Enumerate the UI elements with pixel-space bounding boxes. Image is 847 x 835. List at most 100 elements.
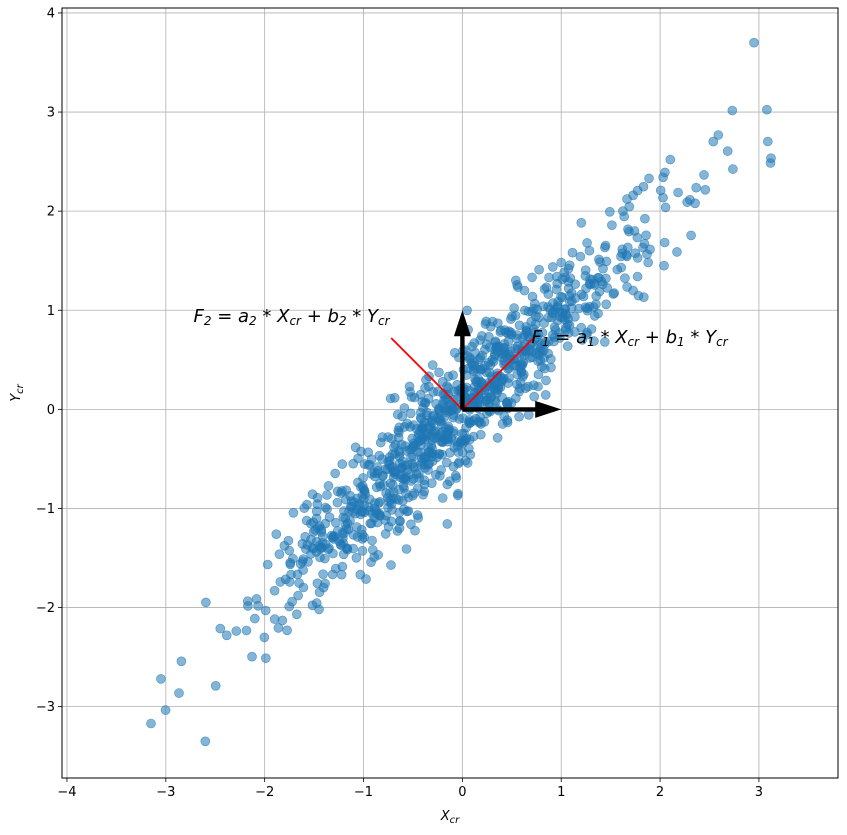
data-point <box>523 409 534 420</box>
data-point <box>427 456 438 466</box>
data-point <box>545 354 556 364</box>
data-point <box>365 518 376 529</box>
data-point <box>394 523 405 534</box>
data-point <box>673 187 683 198</box>
data-point <box>383 432 393 442</box>
data-point <box>174 688 184 698</box>
data-point <box>416 447 426 458</box>
data-point <box>200 736 211 747</box>
x-tick-label: 0 <box>458 785 466 800</box>
data-point <box>582 238 592 248</box>
data-point <box>492 432 503 443</box>
data-point <box>424 446 435 457</box>
data-point <box>555 312 566 322</box>
data-point <box>658 192 668 203</box>
data-point <box>713 130 724 140</box>
data-point <box>215 623 226 634</box>
data-point <box>659 237 670 248</box>
data-point <box>355 569 366 580</box>
data-point <box>400 472 411 482</box>
y-axis-label: Ycr <box>9 383 26 401</box>
data-point <box>600 242 610 253</box>
data-point <box>417 423 428 434</box>
annotation-f2: F2 = a2 * Xcr + b2 * Ycr <box>193 306 390 328</box>
data-point <box>241 625 252 636</box>
data-point <box>521 325 532 336</box>
data-point <box>419 475 430 486</box>
data-point <box>565 273 576 284</box>
data-point <box>601 256 612 267</box>
data-point <box>319 553 330 564</box>
data-point <box>260 605 271 616</box>
data-point <box>322 504 332 514</box>
data-point <box>288 507 299 518</box>
data-point <box>570 311 580 322</box>
data-point <box>762 104 772 115</box>
pc-line <box>390 337 463 410</box>
data-point <box>441 407 451 418</box>
y-tick-label: 0 <box>47 403 55 418</box>
data-point <box>292 569 303 580</box>
data-point <box>575 251 586 262</box>
data-point <box>332 486 343 497</box>
x-tick-label: 3 <box>755 785 763 800</box>
data-point <box>699 170 709 180</box>
data-point <box>413 513 424 523</box>
data-point <box>640 213 650 224</box>
data-point <box>510 310 521 321</box>
data-point <box>317 531 328 542</box>
data-point <box>441 457 452 468</box>
data-point <box>271 529 282 540</box>
data-point <box>468 431 479 442</box>
data-point <box>722 146 733 156</box>
data-point <box>503 336 514 347</box>
data-point <box>318 582 329 593</box>
data-point <box>282 625 292 636</box>
data-point <box>665 154 676 165</box>
data-point <box>564 260 575 271</box>
data-point <box>350 442 361 453</box>
data-point <box>616 262 627 273</box>
data-point <box>160 705 171 715</box>
data-point <box>357 545 368 556</box>
data-point <box>477 350 487 361</box>
data-point <box>602 282 612 293</box>
x-tick-label: −4 <box>57 785 76 800</box>
data-point <box>497 352 507 363</box>
data-point <box>574 303 584 314</box>
axis-ticks: −4 −3 −2 −1 0 1 2 3 −3 −2 −1 0 1 2 3 4 <box>36 6 763 800</box>
data-point <box>638 292 649 303</box>
data-point <box>485 321 496 332</box>
data-point <box>437 493 448 503</box>
data-point <box>618 206 628 216</box>
data-point <box>443 371 454 382</box>
data-point <box>320 518 331 529</box>
data-point <box>604 207 615 217</box>
data-point <box>360 489 370 500</box>
data-point <box>371 506 382 517</box>
data-point <box>291 609 302 620</box>
vector-arrow <box>462 400 562 418</box>
data-point <box>428 411 439 422</box>
data-point <box>584 301 595 312</box>
data-point <box>350 508 361 519</box>
data-point <box>477 331 487 341</box>
data-point <box>492 370 503 381</box>
data-point <box>401 544 412 554</box>
data-point <box>366 557 376 568</box>
data-point <box>322 490 332 500</box>
data-point <box>366 454 377 465</box>
data-point <box>341 485 351 496</box>
x-axis-label: Xcr <box>440 809 460 826</box>
data-point <box>386 495 396 506</box>
data-point <box>510 393 521 404</box>
data-point <box>514 411 524 422</box>
data-point <box>419 486 430 497</box>
data-point <box>638 242 648 253</box>
data-point <box>616 251 626 262</box>
y-tick-label: −3 <box>36 700 55 715</box>
data-point <box>599 337 610 347</box>
data-point <box>562 341 573 352</box>
data-point <box>453 488 463 499</box>
data-point <box>399 403 410 413</box>
